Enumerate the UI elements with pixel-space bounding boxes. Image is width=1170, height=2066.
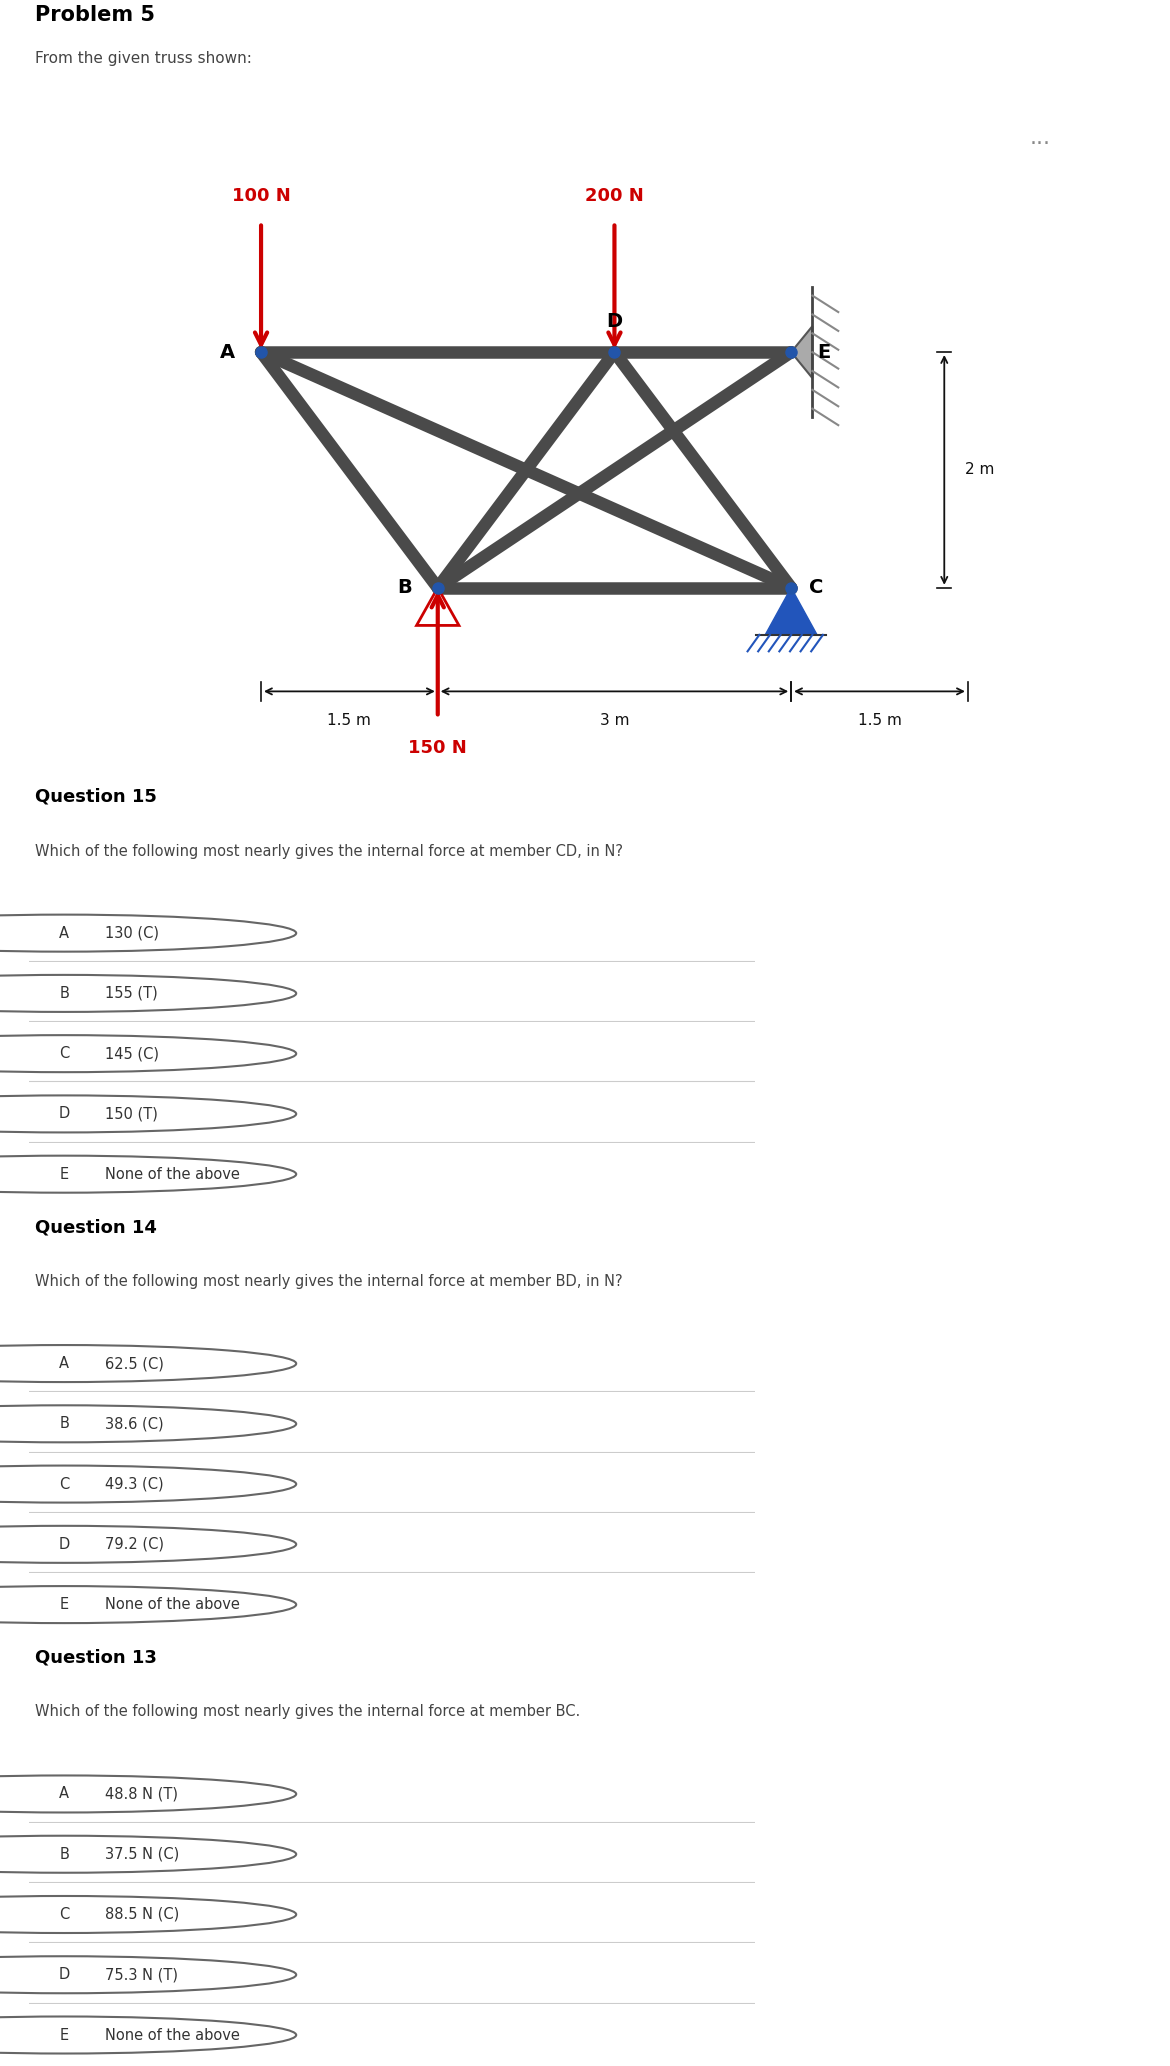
Text: 1.5 m: 1.5 m: [858, 713, 901, 727]
Text: 150 (T): 150 (T): [105, 1107, 158, 1122]
Text: 150 N: 150 N: [408, 738, 467, 756]
Text: 2 m: 2 m: [965, 463, 994, 477]
Text: D: D: [606, 312, 622, 331]
Text: Question 14: Question 14: [35, 1219, 157, 1235]
Text: 145 (C): 145 (C): [105, 1045, 159, 1062]
Text: E: E: [817, 343, 831, 362]
Polygon shape: [791, 326, 812, 378]
Text: E: E: [60, 1167, 69, 1182]
Text: Which of the following most nearly gives the internal force at member BD, in N?: Which of the following most nearly gives…: [35, 1275, 622, 1289]
Text: 155 (T): 155 (T): [105, 985, 158, 1000]
Text: Question 15: Question 15: [35, 787, 157, 806]
Text: 100 N: 100 N: [232, 186, 290, 205]
Text: C: C: [58, 1477, 69, 1492]
Text: A: A: [220, 343, 235, 362]
Text: 48.8 N (T): 48.8 N (T): [105, 1787, 178, 1802]
Text: None of the above: None of the above: [105, 1167, 240, 1182]
Text: B: B: [60, 1847, 69, 1861]
Text: C: C: [58, 1045, 69, 1062]
Text: Which of the following most nearly gives the internal force at member BC.: Which of the following most nearly gives…: [35, 1704, 580, 1719]
Text: 62.5 (C): 62.5 (C): [105, 1355, 164, 1372]
Text: From the given truss shown:: From the given truss shown:: [35, 52, 252, 66]
Text: A: A: [58, 1355, 69, 1372]
Text: 37.5 N (C): 37.5 N (C): [105, 1847, 180, 1861]
Text: ...: ...: [1030, 128, 1051, 149]
Text: C: C: [58, 1907, 69, 1921]
Text: Problem 5: Problem 5: [35, 4, 156, 25]
Text: D: D: [58, 1537, 70, 1552]
Text: 130 (C): 130 (C): [105, 926, 159, 940]
Text: Which of the following most nearly gives the internal force at member CD, in N?: Which of the following most nearly gives…: [35, 843, 624, 859]
Text: Question 13: Question 13: [35, 1649, 157, 1667]
Text: 79.2 (C): 79.2 (C): [105, 1537, 165, 1552]
Text: 1.5 m: 1.5 m: [328, 713, 371, 727]
Text: None of the above: None of the above: [105, 2027, 240, 2043]
Text: D: D: [58, 1107, 70, 1122]
Text: None of the above: None of the above: [105, 1597, 240, 1611]
Text: A: A: [58, 1787, 69, 1802]
Polygon shape: [765, 587, 817, 634]
Text: C: C: [808, 578, 824, 597]
Text: B: B: [60, 1417, 69, 1432]
Text: E: E: [60, 2027, 69, 2043]
Text: A: A: [58, 926, 69, 940]
Text: D: D: [58, 1967, 70, 1981]
Text: B: B: [397, 578, 412, 597]
Text: 200 N: 200 N: [585, 186, 644, 205]
Text: 49.3 (C): 49.3 (C): [105, 1477, 164, 1492]
Text: 75.3 N (T): 75.3 N (T): [105, 1967, 178, 1981]
Text: 88.5 N (C): 88.5 N (C): [105, 1907, 180, 1921]
Text: B: B: [60, 985, 69, 1000]
Text: 3 m: 3 m: [600, 713, 629, 727]
Text: E: E: [60, 1597, 69, 1611]
Text: 38.6 (C): 38.6 (C): [105, 1417, 164, 1432]
